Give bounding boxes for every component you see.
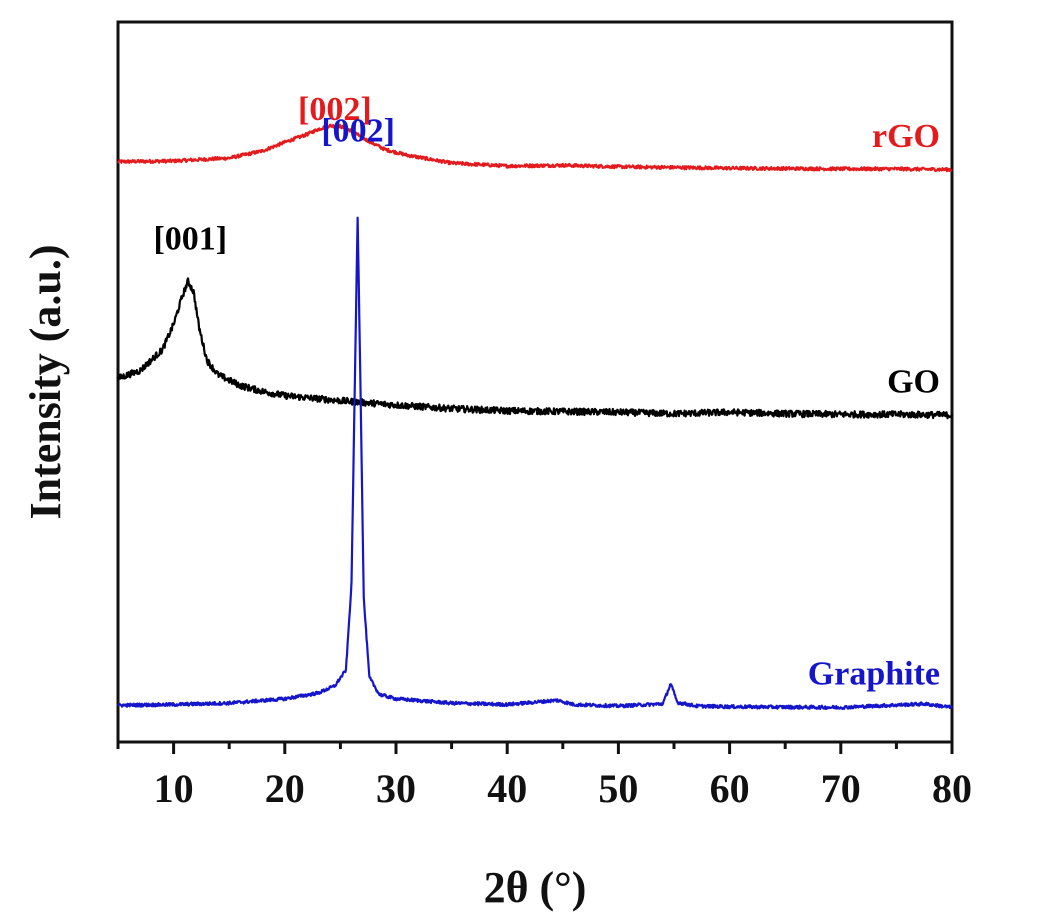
x-axis-ticks: 10 20 30 40 50 60 70 80 <box>116 742 972 811</box>
annotation-layer: rGO [002] GO [001] Graphite [002] <box>153 91 940 692</box>
x-tick-label: 30 <box>376 766 416 811</box>
x-tick-label: 20 <box>265 766 305 811</box>
series-line-graphite <box>116 216 954 711</box>
x-tick-label: 80 <box>932 766 972 811</box>
x-tick-label: 10 <box>154 766 194 811</box>
x-axis-title: 2θ (°) <box>484 863 587 912</box>
y-axis-title: Intensity (a.u.) <box>21 244 70 519</box>
x-tick-label: 40 <box>487 766 527 811</box>
series-layer <box>116 123 954 711</box>
plot-frame <box>116 20 954 744</box>
peak-label-go: [001] <box>153 221 227 258</box>
series-line-rgo <box>117 123 953 173</box>
series-line-go <box>116 277 954 420</box>
series-label-graphite: Graphite <box>808 655 940 692</box>
x-tick-label: 50 <box>598 766 638 811</box>
series-label-go: GO <box>887 363 940 400</box>
x-tick-label: 60 <box>710 766 750 811</box>
series-label-rgo: rGO <box>872 118 940 155</box>
peak-label-graphite: [002] <box>321 113 395 150</box>
x-tick-label: 70 <box>821 766 861 811</box>
peak-label-rgo: [002] <box>298 91 372 128</box>
